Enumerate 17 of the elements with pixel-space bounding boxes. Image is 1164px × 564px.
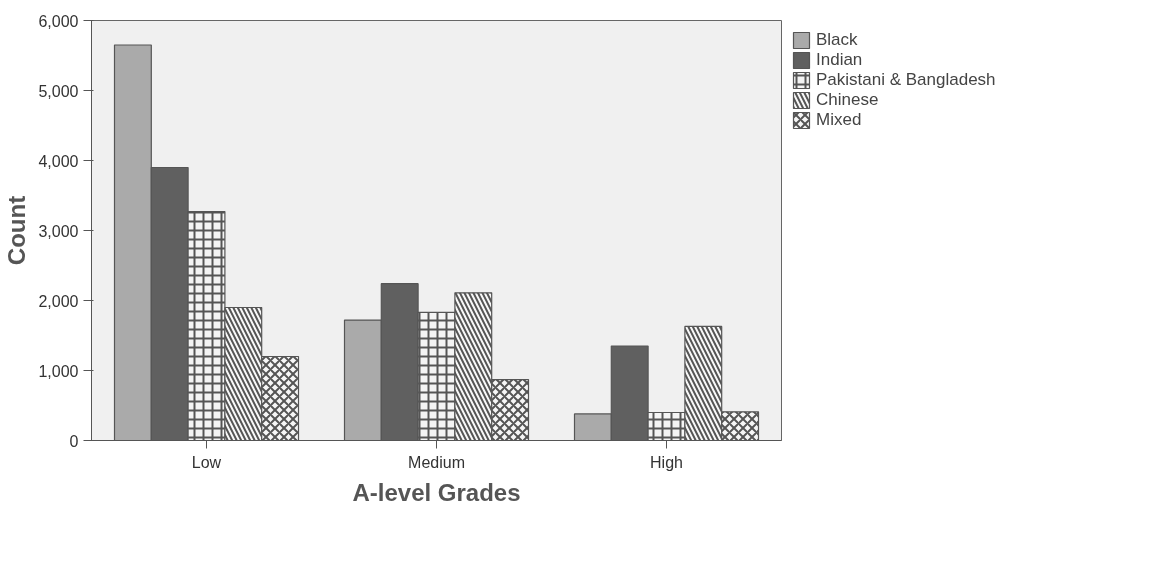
y-tick-label: 4,000	[38, 152, 79, 170]
legend-label: Chinese	[816, 90, 879, 110]
y-tick-label: 0	[69, 432, 79, 450]
x-tick-label: Low	[191, 453, 222, 471]
x-axis-title: A-level Grades	[352, 478, 521, 506]
x-tick-label: Medium	[408, 453, 465, 471]
legend-label: Pakistani & Bangladesh	[816, 70, 996, 90]
legend-label: Mixed	[816, 110, 862, 130]
y-tick-label: 2,000	[38, 292, 79, 310]
legend-label: Black	[816, 30, 858, 50]
y-axis-title: Count	[3, 195, 31, 266]
y-tick-label: 3,000	[38, 222, 79, 240]
legend-label: Indian	[816, 50, 863, 70]
y-tick-label: 1,000	[38, 362, 79, 380]
x-tick-label: High	[650, 453, 683, 471]
y-tick-label: 5,000	[38, 82, 79, 100]
y-tick-label: 6,000	[38, 12, 79, 30]
